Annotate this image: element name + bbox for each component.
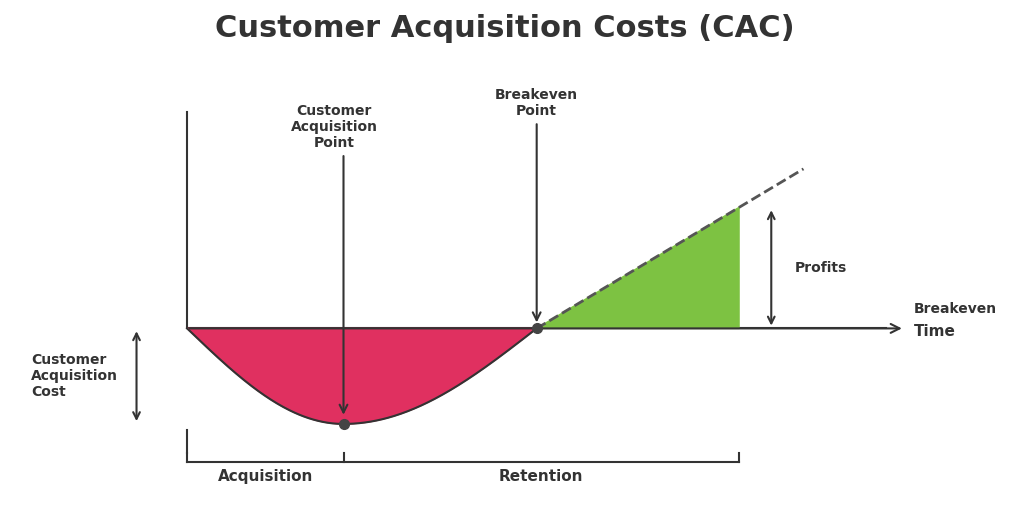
Title: Customer Acquisition Costs (CAC): Customer Acquisition Costs (CAC): [215, 14, 795, 43]
Text: Acquisition: Acquisition: [218, 469, 313, 484]
Text: Breakeven
Point: Breakeven Point: [496, 88, 579, 118]
Text: Customer
Acquisition
Cost: Customer Acquisition Cost: [31, 353, 118, 399]
Text: Breakeven: Breakeven: [913, 302, 997, 316]
Text: Customer
Acquisition
Point: Customer Acquisition Point: [291, 104, 378, 150]
Polygon shape: [537, 208, 739, 328]
Text: Retention: Retention: [499, 469, 584, 484]
Polygon shape: [187, 328, 537, 424]
Text: Time: Time: [913, 324, 955, 339]
Text: Profits: Profits: [795, 261, 847, 275]
